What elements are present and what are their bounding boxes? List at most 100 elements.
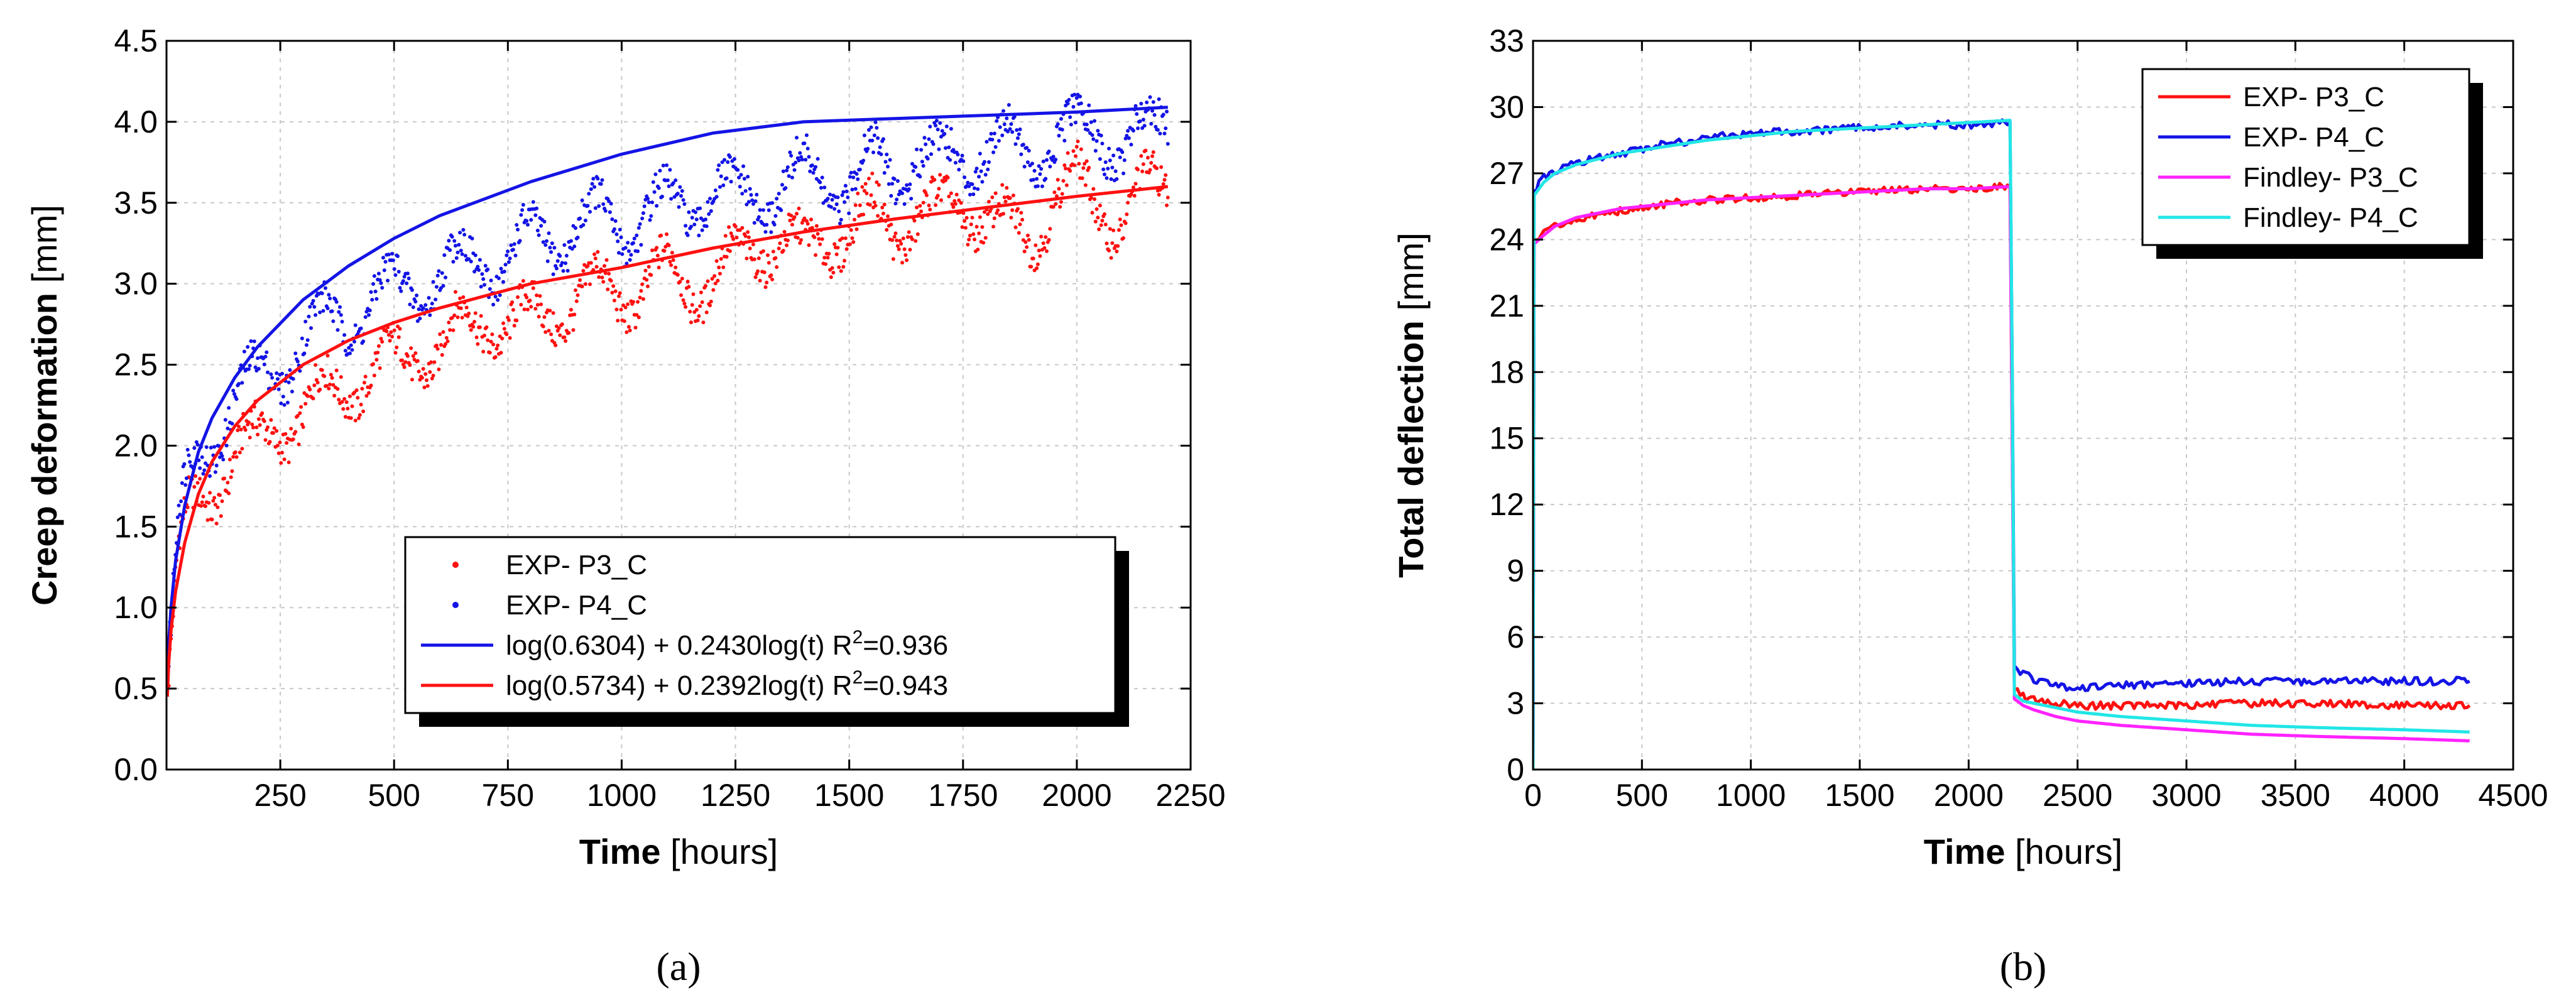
data-point: [607, 199, 611, 204]
data-point: [713, 188, 718, 192]
data-point: [508, 335, 512, 340]
data-point: [1125, 212, 1129, 217]
data-point: [802, 141, 807, 146]
data-point: [798, 151, 802, 155]
data-point: [948, 158, 952, 162]
data-point: [368, 308, 372, 313]
data-point: [1047, 237, 1051, 242]
data-point: [636, 226, 641, 230]
data-point: [376, 271, 381, 276]
data-point: [1010, 208, 1015, 212]
data-point: [900, 261, 905, 265]
data-point: [533, 213, 538, 217]
data-point: [479, 285, 483, 289]
data-point: [915, 147, 919, 151]
data-point: [601, 280, 606, 284]
data-point: [531, 200, 535, 204]
data-point: [1000, 133, 1005, 138]
data-point: [636, 249, 640, 253]
data-point: [876, 214, 880, 218]
data-point: [473, 253, 478, 258]
data-point: [876, 183, 881, 187]
data-point: [583, 219, 587, 223]
data-point: [198, 477, 202, 481]
data-point: [915, 232, 920, 236]
data-point: [981, 241, 986, 245]
data-point: [1102, 172, 1106, 177]
data-point: [785, 165, 790, 170]
data-point: [359, 326, 363, 330]
data-point: [899, 241, 903, 246]
data-point: [1155, 166, 1159, 170]
data-point: [726, 160, 730, 164]
data-point: [289, 427, 293, 431]
y-tick-label: 33: [1489, 23, 1524, 58]
data-point: [278, 440, 282, 445]
data-point: [332, 393, 337, 398]
data-point: [509, 243, 513, 248]
data-point: [1025, 146, 1029, 150]
data-point: [444, 335, 449, 340]
legend-label-main: EXP- P3_C: [506, 550, 647, 580]
data-point: [777, 246, 781, 251]
data-point: [554, 343, 558, 347]
data-point: [1152, 113, 1157, 117]
data-point: [993, 191, 998, 195]
data-point: [645, 284, 650, 288]
data-point: [668, 168, 672, 172]
data-point: [667, 184, 671, 188]
data-point: [476, 264, 480, 269]
data-point: [371, 282, 376, 286]
data-point: [661, 163, 665, 168]
data-point: [703, 217, 707, 222]
data-point: [230, 422, 234, 426]
data-point: [295, 359, 300, 364]
data-point: [1097, 227, 1101, 232]
data-point: [501, 321, 506, 325]
data-point: [794, 212, 799, 216]
data-point: [704, 310, 709, 315]
data-point: [1107, 248, 1111, 253]
data-point: [843, 183, 848, 188]
y-tick-label: 1.5: [114, 509, 158, 544]
data-point: [925, 156, 930, 161]
data-point: [1136, 167, 1140, 171]
data-point: [529, 218, 533, 222]
data-point: [737, 175, 741, 180]
data-point: [830, 266, 834, 270]
data-point: [991, 224, 996, 229]
data-point: [374, 357, 379, 362]
data-point: [349, 416, 353, 420]
data-point: [969, 222, 973, 227]
data-point: [1091, 137, 1096, 141]
data-point: [545, 239, 549, 243]
data-point: [949, 127, 953, 131]
data-point: [849, 170, 853, 175]
data-point: [811, 171, 816, 175]
data-point: [853, 187, 858, 191]
data-point: [749, 193, 753, 197]
data-point: [378, 278, 382, 282]
data-point: [400, 358, 405, 362]
data-point: [752, 220, 756, 225]
data-point: [1000, 183, 1005, 187]
data-point: [960, 153, 964, 158]
data-point: [826, 197, 830, 201]
data-point: [1064, 183, 1069, 187]
data-point: [279, 460, 283, 465]
data-point: [256, 417, 261, 422]
data-point: [987, 160, 991, 164]
data-point: [342, 397, 347, 401]
data-point: [488, 351, 492, 355]
data-point: [415, 319, 420, 324]
data-point: [405, 281, 409, 286]
data-point: [919, 148, 924, 152]
legend-item: EXP- P4_C: [2158, 122, 2384, 153]
data-point: [437, 367, 441, 371]
data-point: [829, 205, 833, 209]
data-point: [921, 200, 925, 205]
y-tick-label: 30: [1489, 89, 1524, 124]
data-point: [249, 339, 253, 344]
data-point: [444, 275, 448, 280]
data-point: [242, 349, 246, 354]
